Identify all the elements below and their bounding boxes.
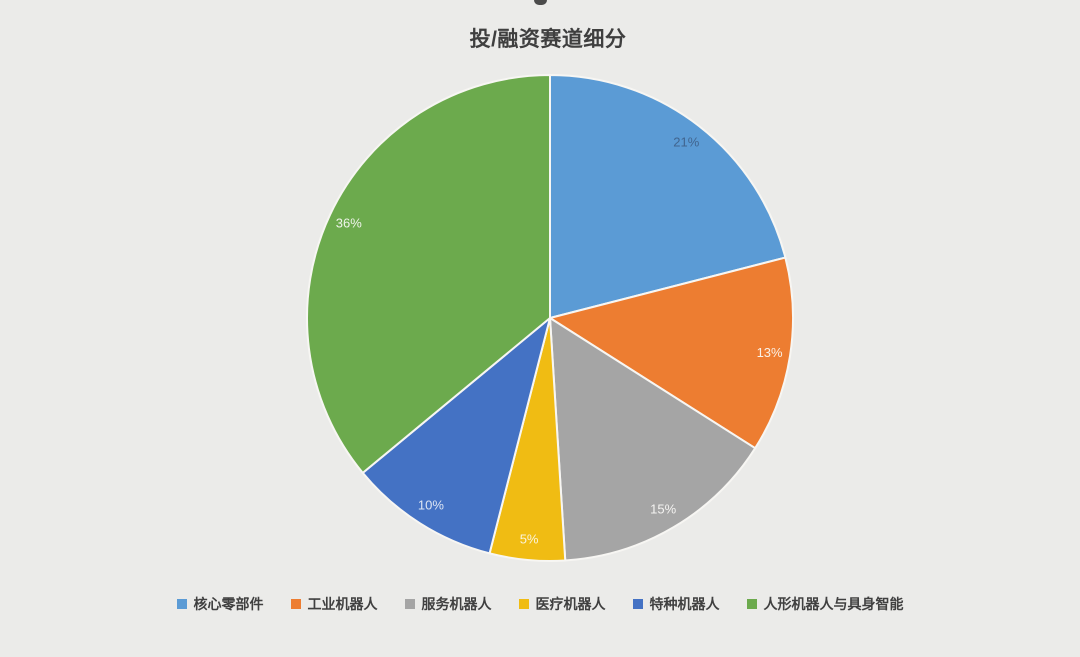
legend-item-人形机器人与具身智能: 人形机器人与具身智能: [746, 594, 904, 614]
cropped-glyph-fragment: [534, 0, 547, 5]
legend-swatch-icon: [404, 599, 415, 609]
legend-item-医疗机器人: 医疗机器人: [518, 594, 606, 614]
pie-slice-核心零部件: [549, 74, 787, 319]
pie-slice-特种机器人: [361, 317, 551, 555]
legend-item-核心零部件: 核心零部件: [176, 594, 264, 614]
legend-label: 人形机器人与具身智能: [763, 596, 904, 612]
legend-swatch-icon: [290, 599, 301, 609]
chart-title: 投/融资赛道细分: [469, 28, 627, 51]
legend-label: 核心零部件: [193, 596, 264, 612]
legend-label: 服务机器人: [421, 596, 492, 612]
slice-value-label-特种机器人: 10%: [418, 498, 444, 513]
legend-swatch-icon: [632, 599, 643, 609]
legend-item-特种机器人: 特种机器人: [632, 594, 720, 614]
legend-label: 医疗机器人: [535, 596, 606, 612]
pie-slice-人形机器人与具身智能: [306, 74, 551, 474]
slice-value-label-核心零部件: 21%: [673, 134, 699, 149]
slice-value-label-人形机器人与具身智能: 36%: [336, 215, 362, 230]
legend-label: 特种机器人: [649, 596, 720, 612]
pie-slice-服务机器人: [549, 317, 757, 562]
legend-label: 工业机器人: [307, 596, 378, 612]
legend-swatch-icon: [746, 599, 757, 609]
legend-item-服务机器人: 服务机器人: [404, 594, 492, 614]
legend-swatch-icon: [176, 599, 187, 609]
legend-item-工业机器人: 工业机器人: [290, 594, 378, 614]
legend-swatch-icon: [518, 599, 529, 609]
chart-legend: 核心零部件 工业机器人 服务机器人 医疗机器人 特种机器人 人形机器人与具身智能: [0, 594, 1080, 614]
slice-value-label-服务机器人: 15%: [650, 501, 676, 516]
slice-value-label-医疗机器人: 5%: [520, 531, 539, 546]
pie-slice-工业机器人: [549, 256, 795, 450]
slice-value-label-工业机器人: 13%: [757, 345, 783, 360]
